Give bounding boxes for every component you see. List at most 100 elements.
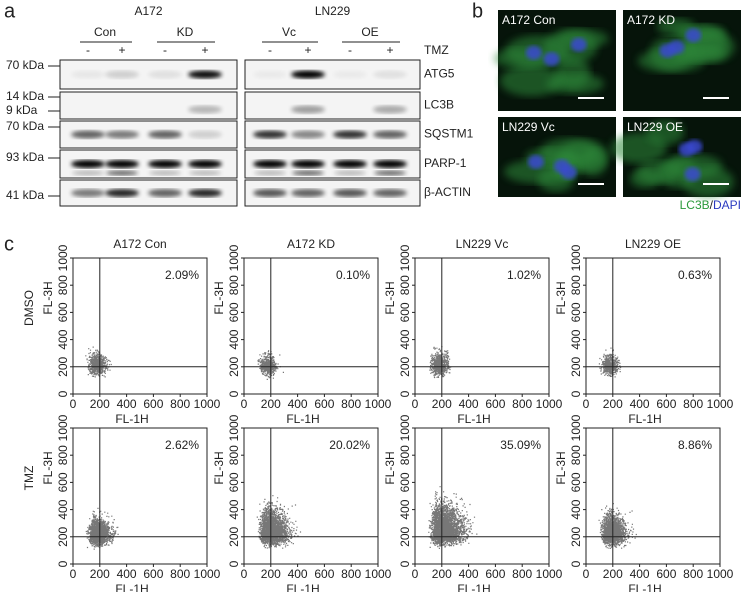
band (292, 170, 324, 176)
x-tick-label: 1000 (707, 567, 734, 581)
band (148, 130, 182, 139)
panel-label: b (472, 0, 483, 22)
x-tick-label: 0 (241, 397, 248, 411)
column-title: A172 KD (287, 237, 335, 251)
condition-label: OE (361, 25, 378, 39)
y-tick-label: 600 (227, 472, 241, 492)
band (291, 130, 325, 139)
micrograph: A172 KD (623, 10, 741, 111)
y-tick-label: 400 (227, 499, 241, 519)
y-tick-label: 600 (569, 302, 583, 322)
band (188, 130, 222, 139)
x-tick-label: 200 (603, 567, 623, 581)
band (189, 170, 221, 176)
condition-label: Con (94, 25, 116, 39)
y-tick-label: 800 (227, 275, 241, 295)
y-tick-label: 400 (56, 499, 70, 519)
plot-frame (243, 427, 379, 565)
x-tick-label: 800 (683, 567, 703, 581)
column-title: LN229 OE (625, 237, 681, 251)
band (148, 189, 182, 197)
treatment-sign: + (201, 43, 208, 57)
y-tick-label: 0 (227, 560, 241, 567)
cell-lc3b (557, 29, 609, 48)
x-tick-label: 400 (117, 397, 137, 411)
nucleus (684, 167, 701, 182)
band (188, 160, 222, 168)
legend-part: / (710, 198, 714, 212)
x-tick-label: 200 (432, 567, 452, 581)
y-axis-label: FL-3H (554, 451, 568, 484)
y-tick-label: 800 (56, 445, 70, 465)
plot-frame (72, 427, 208, 565)
marker-label: 41 kDa (6, 188, 44, 202)
y-tick-label: 600 (56, 302, 70, 322)
legend: LC3B/DAPI (680, 198, 741, 212)
band (333, 160, 367, 168)
x-tick-label: 600 (143, 567, 163, 581)
treatment-sign: - (268, 43, 272, 57)
image-label: A172 Con (502, 13, 555, 27)
y-axis-label: FL-3H (383, 281, 397, 314)
treatment-sign: - (163, 43, 167, 57)
y-tick-label: 200 (398, 526, 412, 546)
marker-label: 9 kDa (6, 103, 38, 117)
y-tick-label: 600 (227, 302, 241, 322)
cell-lc3b (540, 138, 601, 166)
plot-frame (72, 257, 208, 395)
x-tick-label: 200 (603, 397, 623, 411)
blot-box (59, 91, 238, 120)
percentage: 0.63% (678, 268, 712, 282)
y-tick-label: 600 (398, 302, 412, 322)
y-axis-label: FL-3H (212, 451, 226, 484)
panel-label: a (4, 0, 16, 22)
treatment-sign: - (348, 43, 352, 57)
y-tick-label: 0 (56, 390, 70, 397)
y-axis-label: FL-3H (41, 281, 55, 314)
treatment-sign: + (386, 43, 393, 57)
x-tick-label: 200 (90, 397, 110, 411)
x-tick-label: 600 (143, 397, 163, 411)
scatter-cloud (85, 346, 112, 378)
y-tick-label: 1000 (398, 244, 412, 271)
scatter-cloud (598, 347, 622, 378)
x-tick-label: 400 (459, 567, 479, 581)
y-tick-label: 600 (56, 472, 70, 492)
image-label: LN229 OE (627, 120, 683, 134)
y-tick-label: 1000 (569, 414, 583, 441)
y-tick-label: 600 (569, 472, 583, 492)
y-tick-label: 200 (569, 356, 583, 376)
y-tick-label: 0 (398, 560, 412, 567)
x-axis-label: FL-1H (628, 582, 661, 592)
y-tick-label: 400 (569, 499, 583, 519)
band (373, 105, 407, 114)
y-tick-label: 0 (569, 390, 583, 397)
x-tick-label: 1000 (365, 567, 392, 581)
protein-label: PARP-1 (424, 156, 467, 170)
y-tick-label: 200 (227, 356, 241, 376)
y-tick-label: 400 (56, 329, 70, 349)
x-tick-label: 400 (117, 567, 137, 581)
x-tick-label: 600 (485, 567, 505, 581)
x-tick-label: 400 (288, 397, 308, 411)
y-tick-label: 400 (227, 329, 241, 349)
band (373, 160, 407, 168)
plot-frame (585, 427, 721, 565)
y-tick-label: 600 (398, 472, 412, 492)
band (374, 170, 406, 176)
band (373, 189, 407, 197)
x-axis-label: FL-1H (115, 582, 148, 592)
percentage: 2.09% (165, 268, 199, 282)
x-tick-label: 800 (341, 397, 361, 411)
scatter-cloud (428, 486, 478, 549)
x-tick-label: 0 (241, 567, 248, 581)
band (105, 70, 139, 79)
x-axis-label: FL-1H (457, 412, 490, 426)
x-tick-label: 200 (90, 567, 110, 581)
plot-frame (414, 427, 550, 565)
x-tick-label: 200 (432, 397, 452, 411)
percentage: 20.02% (329, 438, 370, 452)
group-label: A172 (134, 4, 162, 18)
x-tick-label: 400 (630, 567, 650, 581)
band (253, 160, 287, 168)
